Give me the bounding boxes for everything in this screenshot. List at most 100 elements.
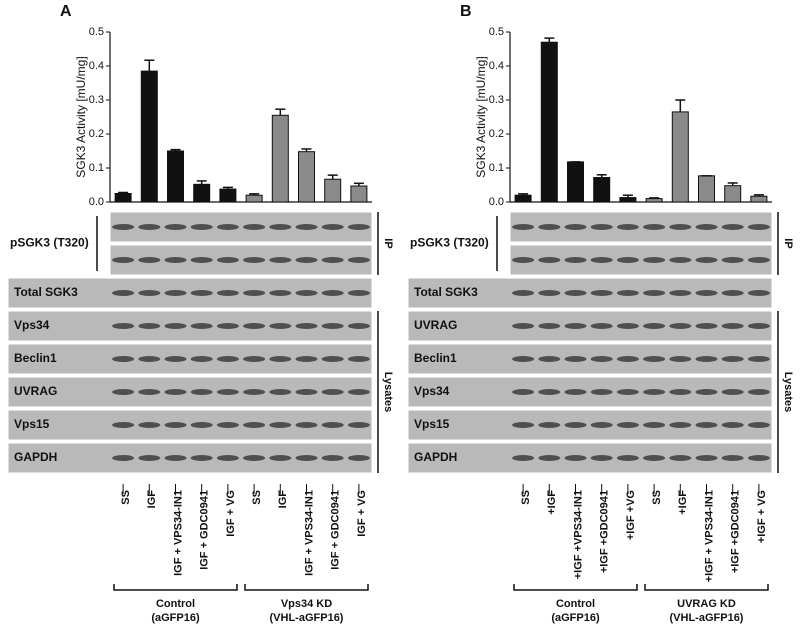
bar [645, 198, 663, 203]
band [321, 455, 344, 461]
band [643, 356, 666, 362]
blot-label: Total SGK3 [14, 285, 78, 299]
band [747, 257, 770, 263]
side-label: IP [382, 238, 394, 248]
band [295, 389, 318, 395]
band [590, 323, 613, 329]
band [295, 257, 318, 263]
bar [724, 185, 742, 203]
band [216, 290, 239, 296]
band [721, 224, 744, 230]
bar [619, 197, 637, 203]
blot-label: UVRAG [414, 318, 457, 332]
band [590, 356, 613, 362]
band [164, 455, 187, 461]
band [269, 455, 292, 461]
band [164, 422, 187, 428]
band [190, 290, 213, 296]
band [269, 422, 292, 428]
band [512, 290, 535, 296]
lane-label: IGF + VPS34-IN1 [303, 490, 315, 576]
band [643, 389, 666, 395]
band [538, 455, 561, 461]
group-bracket [113, 584, 238, 591]
band [112, 455, 135, 461]
band [269, 290, 292, 296]
band [616, 224, 639, 230]
y-tick-label: 0.5 [89, 26, 104, 38]
band [138, 257, 161, 263]
lane-label: SS [651, 490, 663, 505]
band [347, 290, 370, 296]
lane-label: IGF + GDC0941 [199, 490, 211, 570]
panel-letter: B [460, 3, 472, 20]
band [695, 224, 718, 230]
group-name: Control [556, 598, 595, 610]
band [112, 422, 135, 428]
blot-label: Vps34 [14, 318, 50, 332]
bar [750, 195, 768, 203]
band [347, 356, 370, 362]
group-sub: (aGFP16) [151, 612, 200, 624]
blot-strip-left [8, 212, 110, 242]
band [643, 224, 666, 230]
blot-label: Beclin1 [414, 351, 457, 365]
band [721, 389, 744, 395]
band [164, 257, 187, 263]
blot-label: Vps15 [414, 417, 450, 431]
band [512, 224, 535, 230]
group-name: Control [156, 598, 195, 610]
band [269, 224, 292, 230]
band [164, 224, 187, 230]
band [347, 455, 370, 461]
band [721, 422, 744, 428]
band [616, 323, 639, 329]
band [669, 422, 692, 428]
band [216, 224, 239, 230]
band [643, 290, 666, 296]
band [747, 455, 770, 461]
lane-label: SS [251, 490, 263, 505]
band [538, 389, 561, 395]
y-tick-label: 0.3 [489, 94, 504, 106]
y-axis-label: SGK3 Activity [mU/mg] [74, 56, 88, 177]
bar [193, 183, 211, 203]
band [321, 224, 344, 230]
bar [514, 194, 532, 203]
band [643, 323, 666, 329]
band [564, 224, 587, 230]
blot-strip-left [8, 245, 110, 275]
band [269, 323, 292, 329]
band [164, 323, 187, 329]
lane-label: IGF + VG [225, 490, 237, 537]
band [216, 356, 239, 362]
lane-label: +IGF +VG [625, 490, 637, 540]
band [512, 455, 535, 461]
bar [298, 151, 315, 203]
band [564, 257, 587, 263]
band [243, 389, 266, 395]
y-tick-label: 0.2 [89, 128, 104, 140]
band [321, 356, 344, 362]
band [564, 455, 587, 461]
band [295, 455, 318, 461]
band [190, 389, 213, 395]
band [721, 323, 744, 329]
band [564, 356, 587, 362]
y-tick-label: 0.4 [89, 60, 104, 72]
y-tick-label: 0.4 [489, 60, 504, 72]
group-bracket [244, 584, 369, 591]
bar [271, 114, 289, 203]
band [564, 290, 587, 296]
band [112, 389, 135, 395]
band [669, 455, 692, 461]
band [590, 224, 613, 230]
band [164, 290, 187, 296]
band [590, 455, 613, 461]
band [643, 455, 666, 461]
band [295, 422, 318, 428]
band [112, 257, 135, 263]
band [590, 389, 613, 395]
band [564, 422, 587, 428]
